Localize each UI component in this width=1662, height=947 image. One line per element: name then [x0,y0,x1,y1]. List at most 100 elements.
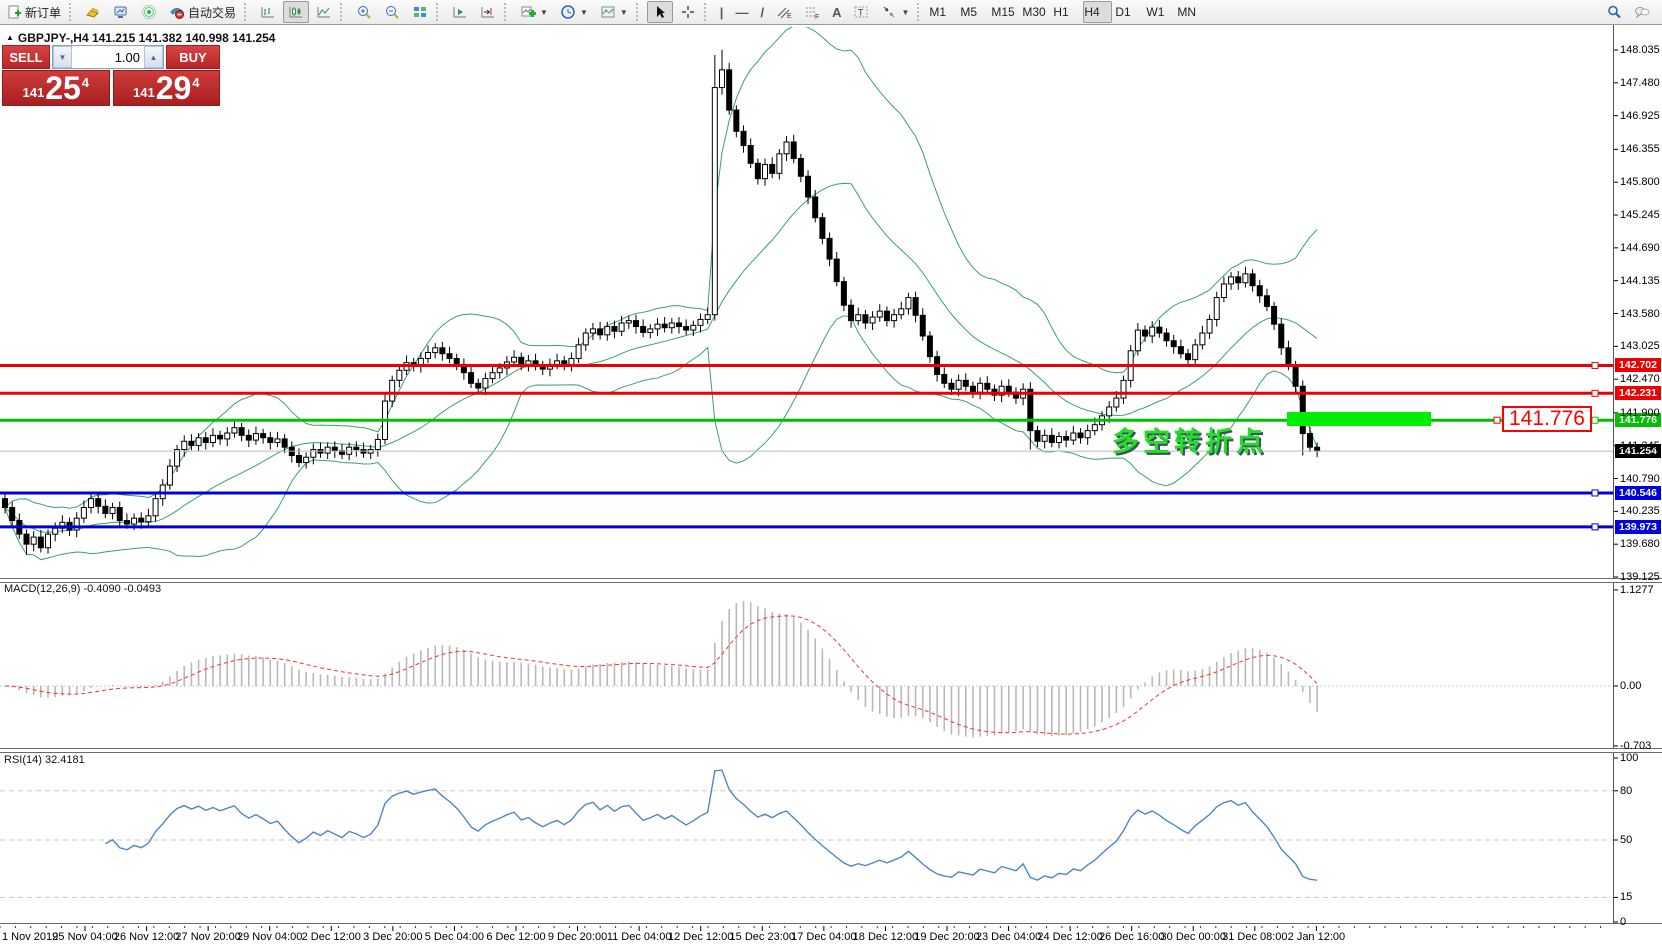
rsi-axis-label: 100 [1620,752,1639,764]
sell-price-display[interactable]: 141 25 4 [2,70,110,106]
time-axis-label: 23 Dec 04:00 [975,931,1042,943]
cursor-tool-button[interactable] [646,1,673,23]
dropdown-caret: ▼ [901,7,910,17]
chat-icon [1634,4,1650,20]
auto-scroll-button[interactable] [447,1,473,23]
price-axis-label: 147.480 [1620,76,1660,89]
timeframe-H1[interactable]: H1 [1053,5,1069,19]
timeframe-bar: M1 M5 M15 M30 H1 H4 D1 W1 MN [927,0,1206,24]
macd-axis-label: 0.00 [1620,680,1642,692]
add-indicator-icon [520,4,537,20]
text-tool[interactable]: A [827,1,846,23]
new-order-label: 新订单 [25,5,62,20]
time-axis-label: 27 Nov 20:00 [175,931,241,943]
buy-price-display[interactable]: 141 29 4 [112,70,220,106]
macd-axis-label: -0.703 [1620,739,1652,752]
time-axis-label: 9 Dec 20:00 [547,931,608,943]
rsi-splitter[interactable] [0,748,1662,753]
timeframe-MN[interactable]: MN [1177,5,1197,19]
rsi-label: RSI(14) 32.4181 [4,754,85,766]
macd-splitter[interactable] [0,578,1662,583]
chart-annotation-text[interactable]: 多空转折点 [1112,427,1267,457]
toolbar-grip [504,3,512,21]
text-label-tool[interactable]: T [848,1,874,23]
price-axis-label: 148.035 [1620,44,1660,56]
time-axis-label: 5 Dec 04:00 [424,931,485,943]
volume-decrease-button[interactable]: ▼ [53,46,72,68]
price-axis-label: 141.345 [1620,439,1660,452]
line-chart-icon [316,4,332,20]
toolbar-grip [436,3,444,21]
rsi-axis-label: 80 [1620,784,1633,797]
periods-button[interactable]: ▼ [555,1,593,23]
zoom-in-button[interactable] [351,1,377,23]
fibonacci-tool[interactable]: F [799,1,825,23]
new-order-button[interactable]: 新订单 [1,1,66,23]
signals-button[interactable] [136,1,162,23]
time-axis-label: 2 Dec 12:00 [301,931,361,943]
arrows-icon [881,4,897,20]
price-axis-label: 141.900 [1620,406,1660,419]
search-icon [1606,4,1622,20]
tile-windows-button[interactable] [407,1,433,23]
price-axis-label: 146.925 [1620,109,1660,122]
price-axis-label: 143.580 [1620,307,1660,320]
price-axis-label: 145.245 [1620,209,1660,222]
sell-button[interactable]: SELL [2,45,50,69]
time-axis-separator [0,923,1662,926]
timeframe-M15[interactable]: M15 [991,5,1015,19]
horizontal-line-icon: — [735,4,749,20]
text-label-icon: T [853,4,869,20]
chart-shift-icon [480,4,496,20]
horizontal-line-tool[interactable]: — [730,1,753,23]
market-watch-button[interactable] [80,1,106,23]
timeframe-H4[interactable]: H4 [1083,1,1113,23]
candlestick-mode-button[interactable] [283,1,310,23]
templates-button[interactable]: ▼ [595,1,633,23]
trendline-tool[interactable]: / [755,1,769,23]
arrows-tool[interactable]: ▼ [876,1,914,23]
price-badge: 141.776 [1615,413,1661,428]
time-axis-label: 31 Dec 08:00 [1222,931,1288,943]
indicators-button[interactable]: ▼ [515,1,553,23]
crosshair-tool-button[interactable] [675,1,701,23]
buy-price-prefix: 141 [132,85,155,100]
search-button[interactable] [1601,1,1627,23]
price-callout-label[interactable]: 141.776 [1502,406,1592,432]
sell-price-sup: 4 [81,75,90,90]
vertical-line-tool[interactable]: | [715,1,729,23]
price-badge: 140.546 [1615,485,1661,500]
bar-chart-mode-button[interactable] [255,1,281,23]
multi-terminal-button[interactable] [108,1,134,23]
zoom-out-button[interactable] [379,1,405,23]
timeframe-W1[interactable]: W1 [1146,5,1165,19]
chart-window[interactable] [0,25,1662,947]
svg-text:E: E [787,13,792,20]
timeframe-M1[interactable]: M1 [929,5,947,19]
chart-shift-button[interactable] [475,1,501,23]
auto-trading-button[interactable]: 自动交易 [164,1,241,23]
tile-windows-icon [412,4,428,20]
equidistant-channel-tool[interactable]: E [771,1,797,23]
price-axis-label: 145.800 [1620,176,1660,189]
macd-label: MACD(12,26,9) -0.4090 -0.0493 [4,583,162,595]
one-click-trading-panel: SELL ▼ ▲ BUY 141 25 4 141 29 4 [2,45,220,106]
timeframe-D1[interactable]: D1 [1115,5,1131,19]
timeframe-M30[interactable]: M30 [1022,5,1046,19]
volume-input[interactable] [72,46,144,68]
chat-button[interactable] [1629,1,1655,23]
line-chart-mode-button[interactable] [311,1,337,23]
cursor-icon [652,4,668,20]
timeframe-M5[interactable]: M5 [960,5,978,19]
price-badge: 141.254 [1615,444,1661,459]
buy-button[interactable]: BUY [166,45,220,69]
svg-text:F: F [815,14,819,20]
dropdown-caret: ▼ [619,7,628,17]
toolbar-grip [340,3,348,21]
price-axis-label: 142.470 [1620,373,1660,386]
toolbar-grip [244,3,252,21]
zoom-in-icon [356,4,372,20]
toolbar-grip [703,3,712,21]
volume-increase-button[interactable]: ▲ [144,46,163,68]
